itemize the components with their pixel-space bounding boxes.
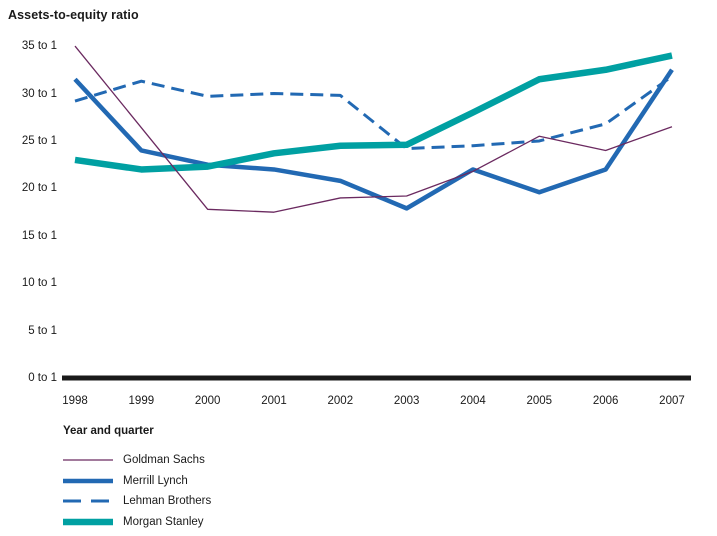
y-tick-label: 20 to 1 [21,182,57,195]
y-tick-label: 35 to 1 [21,40,57,53]
legend-label: Morgan Stanley [123,515,204,528]
legend: Goldman Sachs Merrill Lynch Lehman Brother… [63,450,211,532]
legend-swatch-lehman-brothers-line [63,499,113,503]
x-axis-label: Year and quarter [63,425,154,437]
x-tick-label: 2006 [592,395,619,407]
series-line-goldman-sachs [74,45,673,213]
x-tick-label: 2005 [526,395,553,407]
legend-item-goldman-sachs: Goldman Sachs [63,450,211,471]
x-tick-label: 2002 [327,395,354,407]
x-tick-label: 2007 [659,395,685,407]
y-tick-label: 15 to 1 [21,229,57,242]
legend-swatch-merrill-lynch-line [63,478,113,483]
x-tick-label: 2001 [261,395,287,407]
legend-item-merrill-lynch: Merrill Lynch [63,471,211,492]
x-tick-label: 2003 [393,395,420,407]
legend-item-lehman-brothers: Lehman Brothers [63,491,211,512]
x-tick-label: 2004 [460,395,486,407]
x-axis-line [62,375,691,381]
legend-label: Merrill Lynch [123,474,188,487]
x-tick-label: 2000 [194,395,221,407]
y-tick-label: 25 to 1 [21,134,57,147]
legend-swatch-morgan-stanley-line [63,518,113,525]
legend-swatch-goldman-sachs-line [63,459,113,461]
x-tick-label: 1998 [62,395,88,407]
legend-item-morgan-stanley: Morgan Stanley [63,512,211,533]
y-tick-label: 0 to 1 [28,372,57,385]
y-tick-label: 30 to 1 [21,87,57,100]
legend-label: Goldman Sachs [123,454,205,467]
series-line-lehman-brothers [74,75,673,151]
x-tick-label: 1999 [128,395,155,407]
legend-label: Lehman Brothers [123,495,212,508]
chart-title: Assets-to-equity ratio [8,8,139,22]
y-tick-label: 5 to 1 [28,324,57,337]
series-line-morgan-stanley [74,52,673,173]
series-line-merrill-lynch [73,68,674,211]
y-tick-label: 10 to 1 [21,277,57,290]
